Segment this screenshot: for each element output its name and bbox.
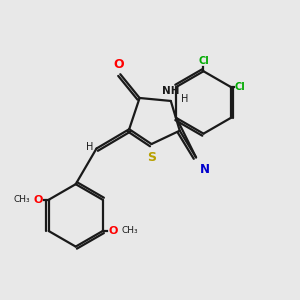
Text: CH₃: CH₃ bbox=[14, 195, 30, 204]
Text: H: H bbox=[85, 142, 93, 152]
Text: O: O bbox=[108, 226, 117, 236]
Text: O: O bbox=[34, 195, 43, 205]
Text: O: O bbox=[113, 58, 124, 70]
Text: Cl: Cl bbox=[235, 82, 245, 92]
Text: S: S bbox=[147, 151, 156, 164]
Text: H: H bbox=[181, 94, 189, 104]
Text: N: N bbox=[200, 163, 210, 176]
Text: CH₃: CH₃ bbox=[121, 226, 138, 236]
Text: NH: NH bbox=[162, 85, 180, 96]
Text: Cl: Cl bbox=[198, 56, 209, 66]
